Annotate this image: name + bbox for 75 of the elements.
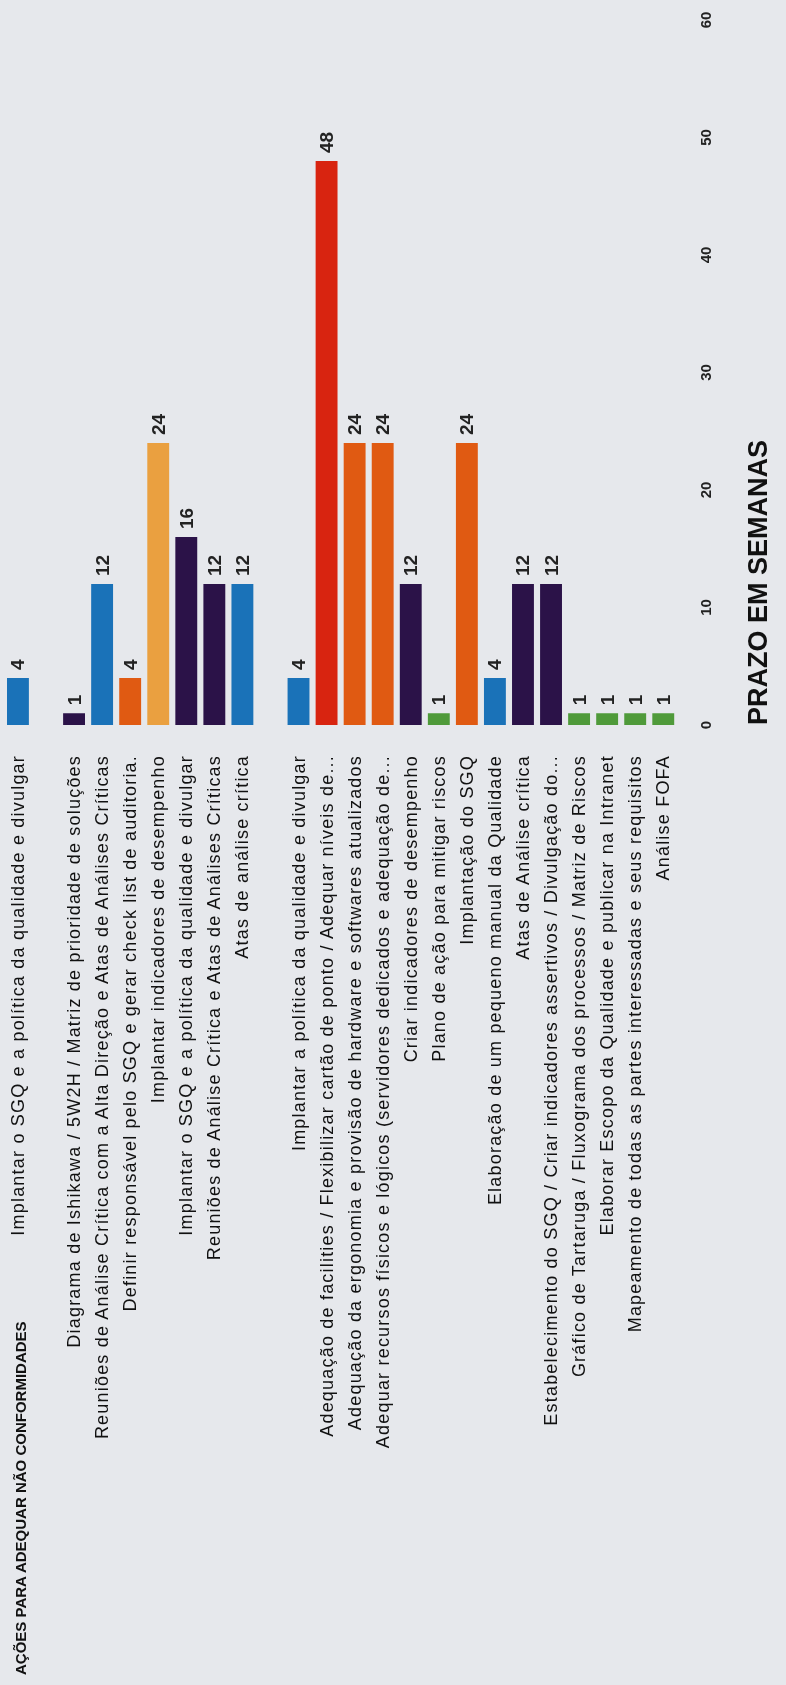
y-tick-label: 30 bbox=[696, 364, 714, 381]
data-label: 1 bbox=[624, 694, 646, 706]
data-label: 4 bbox=[7, 659, 29, 670]
bar bbox=[119, 678, 142, 725]
data-label: 16 bbox=[175, 507, 197, 529]
data-label: 24 bbox=[344, 413, 366, 435]
data-label: 1 bbox=[63, 694, 85, 706]
data-label: 24 bbox=[372, 413, 394, 435]
bar bbox=[652, 713, 675, 725]
data-label: 4 bbox=[288, 659, 310, 670]
bar bbox=[147, 443, 170, 725]
bar bbox=[624, 713, 647, 725]
data-label: 12 bbox=[512, 554, 534, 576]
x-tick-label: Adequação da ergonomia e provisão de hardware e softwares atualizados bbox=[344, 755, 365, 1431]
bar bbox=[455, 443, 478, 725]
text: AÇÕES PARA ADEQUAR NÃO CONFORMIDADES bbox=[11, 1321, 29, 1675]
x-tick-label: Adequação de facilities / Flexibilizar cartão de ponto / Adequar níveis de... bbox=[316, 755, 337, 1437]
data-label: 12 bbox=[540, 554, 562, 576]
x-tick-label: Reuniões de Análise Crítica com a Alta Direção e Atas de Análises Críticas bbox=[92, 755, 113, 1440]
x-tick-label: Mapeamento de todas as partes interessadas e seus requisitos bbox=[625, 755, 646, 1333]
y-tick-label: 20 bbox=[696, 481, 714, 499]
y-tick-label: 50 bbox=[696, 129, 714, 146]
bar bbox=[568, 713, 591, 725]
bar bbox=[596, 713, 619, 725]
data-label: 24 bbox=[456, 413, 478, 435]
x-tick-label: Diagrama de Ishikawa / 5W2H / Matriz de prioridade de soluções bbox=[64, 755, 85, 1348]
y-tick-label: 10 bbox=[696, 599, 714, 616]
data-label: 4 bbox=[119, 659, 141, 670]
x-tick-label: Definir responsável pelo SGQ e gerar check list de auditoria. bbox=[120, 755, 141, 1312]
bar bbox=[175, 537, 198, 725]
data-label: 48 bbox=[316, 131, 338, 153]
x-tick-label: Estabelecimento do SGQ / Criar indicadores assertivos / Divulgação do... bbox=[541, 755, 562, 1426]
x-tick-label: Implantar o SGQ e a política da qualidade e divulgar bbox=[7, 755, 28, 1236]
x-tick-label: Implantar indicadores de desempenho bbox=[148, 755, 169, 1104]
y-tick-label: 60 bbox=[696, 11, 714, 29]
x-tick-label: Gráfico de Tartaruga / Fluxograma dos processos / Matriz de Riscos bbox=[569, 755, 590, 1378]
data-label: 12 bbox=[203, 554, 225, 576]
x-tick-label: Criar indicadores de desempenho bbox=[400, 755, 421, 1063]
x-tick-label: Elaborar Escopo da Qualidade e publicar na Intranet bbox=[597, 755, 618, 1236]
x-tick-label: Implantar a política da qualidade e divulgar bbox=[288, 755, 309, 1152]
bar bbox=[427, 713, 450, 725]
data-label: 1 bbox=[652, 694, 674, 706]
bar bbox=[343, 443, 366, 725]
data-label: 24 bbox=[147, 413, 169, 435]
x-tick-label: Atas de análise crítica bbox=[232, 755, 253, 959]
bar bbox=[399, 584, 422, 725]
bar bbox=[63, 713, 85, 725]
bar bbox=[512, 584, 534, 725]
data-label: 1 bbox=[568, 694, 590, 706]
bar bbox=[203, 584, 226, 725]
bar bbox=[540, 584, 562, 725]
y-tick-label: 40 bbox=[696, 246, 714, 264]
bar bbox=[91, 584, 114, 725]
bar bbox=[315, 161, 338, 725]
bar bbox=[371, 443, 394, 725]
data-label: 1 bbox=[428, 694, 450, 706]
x-tick-label: Adequar recursos físicos e lógicos (servidores dedicados e adequação de... bbox=[372, 755, 393, 1449]
x-tick-label: Implantação do SGQ bbox=[456, 755, 477, 945]
data-label: 1 bbox=[596, 694, 618, 706]
y-tick-label: 0 bbox=[696, 720, 714, 730]
bar bbox=[287, 678, 310, 725]
data-label: 12 bbox=[400, 554, 422, 576]
bar bbox=[231, 584, 254, 725]
bar bbox=[7, 678, 29, 725]
x-tick-label: Análise FOFA bbox=[653, 755, 674, 881]
data-label: 12 bbox=[91, 554, 113, 576]
x-tick-label: Implantar o SGQ e a política da qualidade e divulgar bbox=[176, 755, 197, 1236]
bar bbox=[483, 678, 506, 725]
x-tick-label: Elaboração de um pequeno manual da Qualidade bbox=[484, 755, 505, 1206]
data-label: 12 bbox=[231, 554, 253, 576]
x-tick-label: Atas de Análise crítica bbox=[512, 755, 533, 960]
x-tick-label: Plano de ação para mitigar riscos bbox=[428, 755, 449, 1062]
x-tick-label: Reuniões de Análise Crítica e Atas de Análises Críticas bbox=[204, 755, 225, 1261]
data-label: 4 bbox=[484, 659, 506, 670]
y-axis-title: PRAZO EM SEMANAS bbox=[743, 439, 773, 725]
